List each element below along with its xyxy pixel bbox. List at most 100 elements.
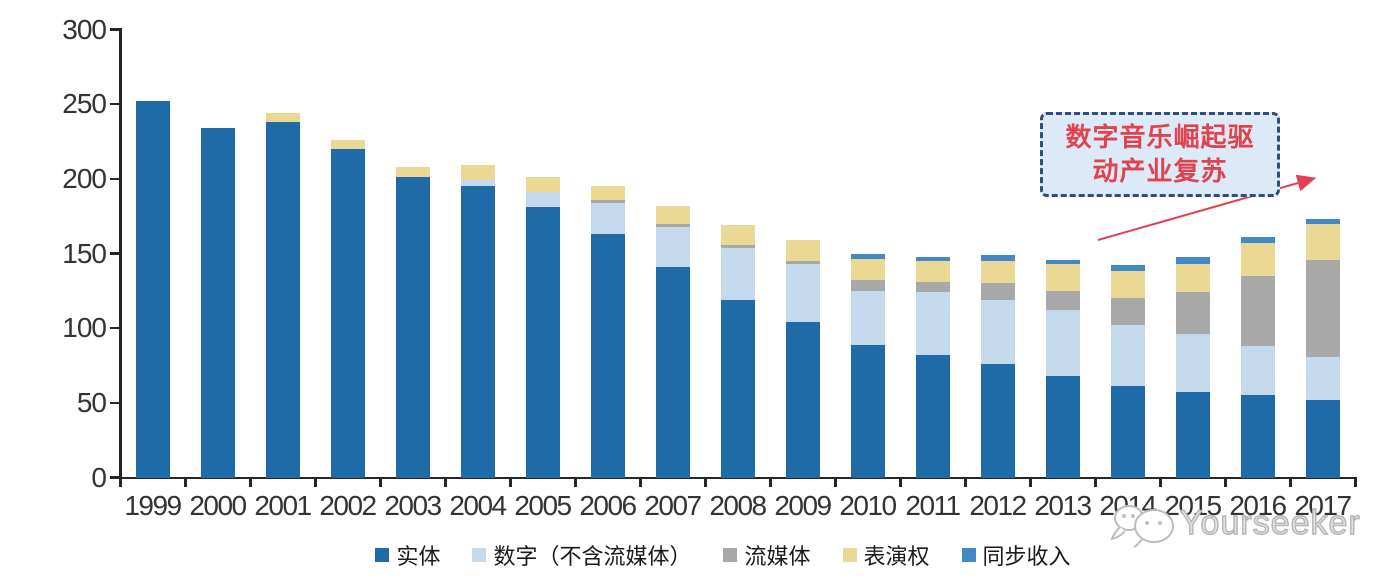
stacked-bar-2017 xyxy=(1305,219,1340,478)
segment-流媒体-2014 xyxy=(1110,298,1145,326)
x-tick-label-2012: 2012 xyxy=(969,490,1027,521)
x-tick-label-2005: 2005 xyxy=(514,490,572,521)
legend-label: 表演权 xyxy=(863,545,930,570)
bar-slot-2015 xyxy=(1160,30,1225,478)
stacked-bar-2014 xyxy=(1110,265,1145,478)
segment-表演权-2005 xyxy=(525,177,560,193)
segment-同步收入-2012 xyxy=(980,255,1015,261)
stacked-bar-2000 xyxy=(200,128,235,478)
segment-表演权-2001 xyxy=(265,113,300,123)
segment-同步收入-2015 xyxy=(1175,256,1210,264)
y-tick-mark xyxy=(110,28,119,31)
bar-slot-2008 xyxy=(705,30,770,478)
bar-slot-2005 xyxy=(510,30,575,478)
x-tick-mark xyxy=(184,479,187,487)
segment-同步收入-2017 xyxy=(1305,219,1340,224)
segment-实体-2010 xyxy=(850,344,885,478)
segment-实体-2000 xyxy=(200,128,235,478)
bar-slot-2001 xyxy=(250,30,315,478)
x-axis-line xyxy=(119,476,1357,479)
x-tick-label-2002: 2002 xyxy=(319,490,377,521)
y-axis-labels: 0 50 100 150 200 250 300 xyxy=(6,0,107,582)
legend-swatch-icon xyxy=(723,548,738,562)
x-tick-mark xyxy=(249,479,252,487)
segment-实体-2006 xyxy=(590,234,625,478)
segment-流媒体-2015 xyxy=(1175,292,1210,335)
stacked-bar-2007 xyxy=(655,205,690,478)
bar-slot-2016 xyxy=(1225,30,1290,478)
legend-item-实体: 实体 xyxy=(375,539,440,571)
legend-swatch-icon xyxy=(375,548,390,562)
segment-流媒体-2009 xyxy=(785,260,820,264)
segment-数字（不含流媒体）-2009 xyxy=(785,263,820,323)
segment-流媒体-2007 xyxy=(655,223,690,227)
stacked-bar-2015 xyxy=(1175,256,1210,478)
x-tick-label-2010: 2010 xyxy=(839,490,897,521)
bar-slot-2003 xyxy=(380,30,445,478)
y-tick-label-150: 150 xyxy=(62,237,107,269)
segment-流媒体-2017 xyxy=(1305,259,1340,357)
bar-slot-2011 xyxy=(900,30,965,478)
segment-表演权-2017 xyxy=(1305,223,1340,260)
x-tick-mark xyxy=(1289,479,1292,487)
bar-slot-2012 xyxy=(965,30,1030,478)
segment-数字（不含流媒体）-2011 xyxy=(915,292,950,356)
y-tick-label-250: 250 xyxy=(62,88,107,120)
segment-表演权-2010 xyxy=(850,259,885,281)
segment-表演权-2004 xyxy=(460,165,495,181)
x-tick-label-2006: 2006 xyxy=(579,490,637,521)
segment-同步收入-2013 xyxy=(1045,259,1080,264)
segment-实体-2012 xyxy=(980,364,1015,478)
x-tick-label-2011: 2011 xyxy=(905,490,961,521)
segment-实体-2016 xyxy=(1240,395,1275,478)
segment-同步收入-2010 xyxy=(850,253,885,260)
bar-slot-2014 xyxy=(1095,30,1160,478)
x-tick-label-2009: 2009 xyxy=(774,490,832,521)
bar-slot-2000 xyxy=(185,30,250,478)
annotation-text-line1: 数字音乐崛起驱 xyxy=(1065,122,1255,153)
x-tick-mark xyxy=(769,479,772,487)
segment-实体-2007 xyxy=(655,266,690,478)
segment-表演权-2014 xyxy=(1110,271,1145,299)
segment-数字（不含流媒体）-2015 xyxy=(1175,334,1210,393)
x-tick-mark xyxy=(509,479,512,487)
segment-同步收入-2016 xyxy=(1240,237,1275,244)
segment-同步收入-2014 xyxy=(1110,265,1145,272)
x-tick-mark xyxy=(379,479,382,487)
segment-表演权-2011 xyxy=(915,260,950,282)
segment-流媒体-2006 xyxy=(590,199,625,203)
segment-实体-2008 xyxy=(720,299,755,478)
y-axis-line xyxy=(119,28,122,478)
bar-slot-2013 xyxy=(1030,30,1095,478)
bar-slot-2004 xyxy=(445,30,510,478)
x-tick-label-2003: 2003 xyxy=(384,490,442,521)
stacked-bar-2006 xyxy=(590,186,625,478)
segment-表演权-2006 xyxy=(590,186,625,200)
segment-表演权-2009 xyxy=(785,240,820,261)
x-tick-mark xyxy=(314,479,317,487)
segment-实体-2014 xyxy=(1110,386,1145,478)
segment-表演权-2016 xyxy=(1240,243,1275,276)
y-tick-label-100: 100 xyxy=(62,312,107,344)
y-tick-mark xyxy=(110,476,119,479)
legend-swatch-icon xyxy=(472,548,487,562)
x-tick-label-2016: 2016 xyxy=(1229,490,1287,521)
x-tick-label-2013: 2013 xyxy=(1034,490,1092,521)
segment-数字（不含流媒体）-2016 xyxy=(1240,346,1275,396)
segment-实体-2005 xyxy=(525,207,560,478)
legend-label: 实体 xyxy=(396,545,441,570)
stacked-bar-2008 xyxy=(720,225,755,478)
y-tick-label-200: 200 xyxy=(62,162,107,194)
segment-数字（不含流媒体）-2007 xyxy=(655,226,690,267)
x-tick-mark xyxy=(964,479,967,487)
segment-实体-2003 xyxy=(395,177,430,478)
segment-实体-2001 xyxy=(265,122,300,478)
x-tick-mark xyxy=(574,479,577,487)
bar-slot-2006 xyxy=(575,30,640,478)
segment-实体-1999 xyxy=(135,101,170,478)
x-tick-mark xyxy=(639,479,642,487)
stacked-bar-2011 xyxy=(915,256,950,478)
legend: 实体 数字（不含流媒体） 流媒体 表演权 同步收入 xyxy=(0,539,1398,571)
segment-表演权-2002 xyxy=(330,140,365,149)
stacked-bar-2001 xyxy=(265,113,300,478)
